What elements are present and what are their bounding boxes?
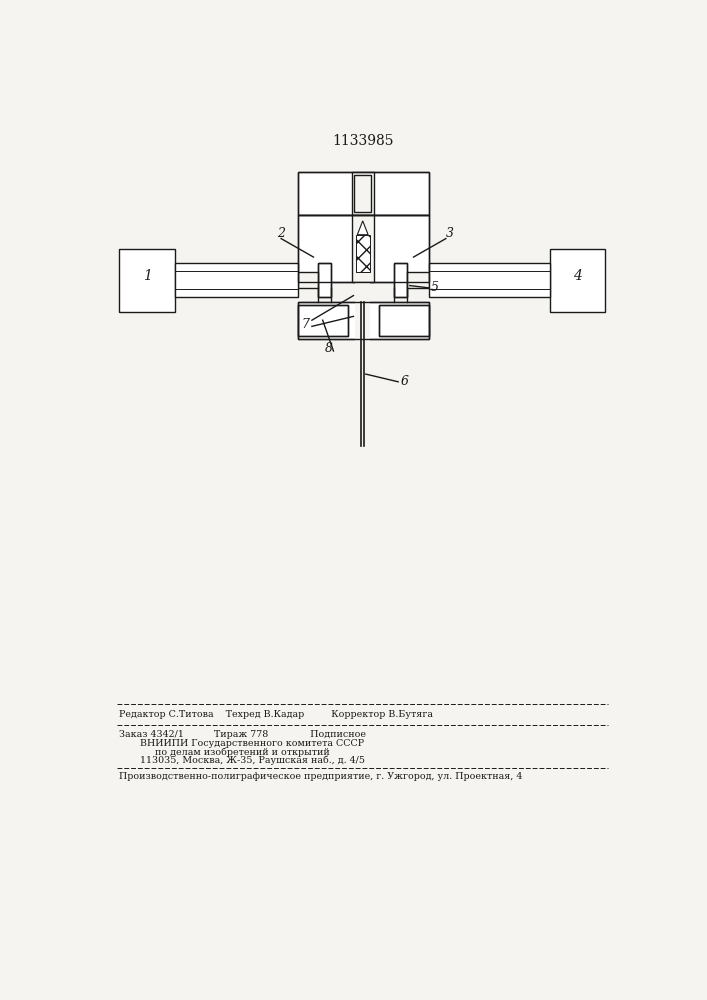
Bar xyxy=(298,305,348,336)
Bar xyxy=(298,272,318,288)
Bar xyxy=(298,215,429,282)
Text: 7: 7 xyxy=(302,318,310,331)
Bar xyxy=(298,302,429,339)
Text: Заказ 4342/1          Тираж 778              Подписное: Заказ 4342/1 Тираж 778 Подписное xyxy=(119,730,366,739)
Bar xyxy=(298,215,429,282)
Bar xyxy=(119,249,175,312)
Bar xyxy=(318,263,331,297)
Bar xyxy=(352,215,373,282)
Bar xyxy=(407,272,429,288)
Bar xyxy=(298,302,429,339)
Text: 8: 8 xyxy=(325,342,333,355)
Text: по делам изобретений и открытий: по делам изобретений и открытий xyxy=(119,747,330,757)
Text: Редактор С.Титова    Техред В.Кадар         Корректор В.Бутяга: Редактор С.Титова Техред В.Кадар Коррект… xyxy=(119,710,433,719)
Bar xyxy=(429,263,550,297)
Text: 6: 6 xyxy=(400,375,409,388)
Bar xyxy=(352,172,373,215)
Polygon shape xyxy=(357,221,368,235)
Text: 1133985: 1133985 xyxy=(332,134,394,148)
Bar xyxy=(394,263,407,297)
Text: 5: 5 xyxy=(431,281,439,294)
Text: 3: 3 xyxy=(445,227,454,240)
Text: 4: 4 xyxy=(573,269,582,283)
Text: ВНИИПИ Государственного комитета СССР: ВНИИПИ Государственного комитета СССР xyxy=(119,739,365,748)
Bar xyxy=(298,305,348,336)
Text: Производственно-полиграфическое предприятие, г. Ужгород, ул. Проектная, 4: Производственно-полиграфическое предприя… xyxy=(119,772,522,781)
Bar xyxy=(356,235,370,272)
Bar xyxy=(394,263,407,297)
Text: 113035, Москва, Ж-35, Раушская наб., д. 4/5: 113035, Москва, Ж-35, Раушская наб., д. … xyxy=(119,756,366,765)
Bar xyxy=(318,263,331,297)
Bar xyxy=(298,172,429,215)
Bar xyxy=(379,305,429,336)
Bar xyxy=(354,175,371,212)
Bar xyxy=(298,172,429,215)
Text: 2: 2 xyxy=(277,227,285,240)
Bar xyxy=(550,249,605,312)
Bar xyxy=(355,282,370,356)
Bar xyxy=(379,305,429,336)
Bar xyxy=(175,263,298,297)
Text: 1: 1 xyxy=(143,269,151,283)
